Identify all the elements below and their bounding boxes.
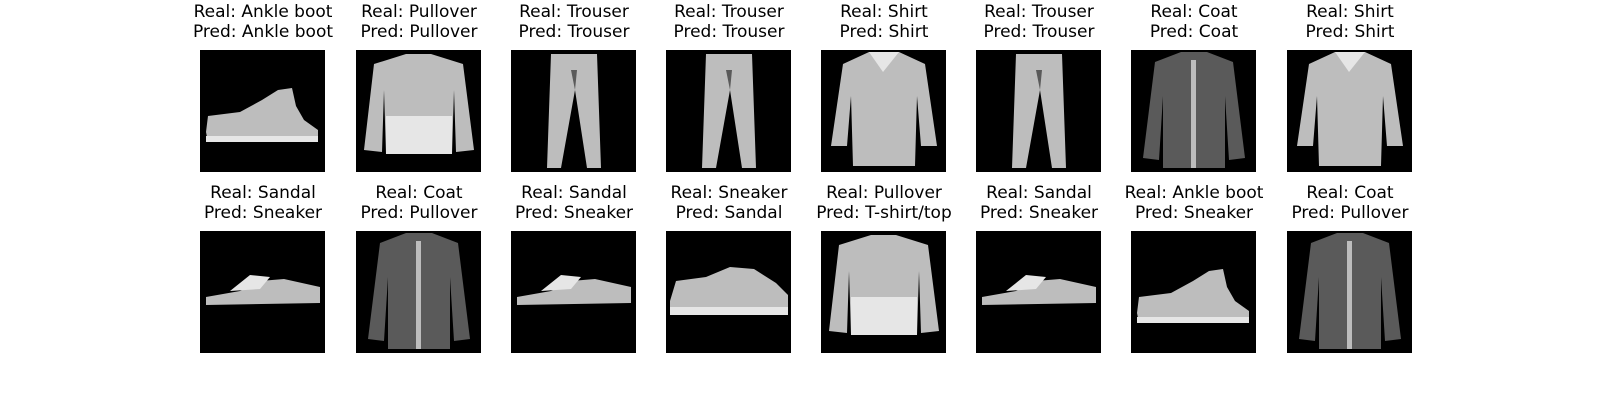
sandal-icon bbox=[982, 275, 1096, 305]
prediction-panel: Real: Ankle boot Pred: Sneaker bbox=[1124, 183, 1264, 363]
real-label: Real: Coat bbox=[1150, 2, 1238, 22]
ankle-boot-icon bbox=[1137, 269, 1249, 323]
sample-thumbnail bbox=[511, 231, 636, 353]
sneaker-icon bbox=[670, 267, 788, 315]
real-label: Real: Sandal bbox=[210, 183, 316, 203]
real-label: Real: Coat bbox=[375, 183, 463, 203]
sample-thumbnail bbox=[666, 50, 791, 172]
prediction-panel: Real: Shirt Pred: Shirt bbox=[1280, 2, 1420, 182]
sample-thumbnail bbox=[1131, 50, 1256, 172]
pred-label: Pred: Shirt bbox=[839, 22, 929, 42]
panel-caption: Real: Coat Pred: Coat bbox=[1104, 2, 1284, 46]
sample-thumbnail bbox=[666, 231, 791, 353]
panel-caption: Real: Coat Pred: Pullover bbox=[1260, 183, 1440, 227]
prediction-panel: Real: Coat Pred: Coat bbox=[1124, 2, 1264, 182]
real-label: Real: Sneaker bbox=[670, 183, 788, 203]
real-label: Real: Sandal bbox=[521, 183, 627, 203]
coat-icon bbox=[1299, 233, 1401, 349]
prediction-panel: Real: Ankle boot Pred: Ankle boot bbox=[193, 2, 333, 182]
prediction-panel: Real: Sandal Pred: Sneaker bbox=[193, 183, 333, 363]
real-label: Real: Shirt bbox=[840, 2, 928, 22]
panel-caption: Real: Sneaker Pred: Sandal bbox=[639, 183, 819, 227]
sample-thumbnail bbox=[1287, 231, 1412, 353]
pred-label: Pred: Sneaker bbox=[979, 203, 1099, 223]
panel-caption: Real: Trouser Pred: Trouser bbox=[949, 2, 1129, 46]
pred-label: Pred: Pullover bbox=[360, 203, 478, 223]
real-label: Real: Trouser bbox=[519, 2, 629, 22]
pred-label: Pred: Sneaker bbox=[1134, 203, 1254, 223]
pred-label: Pred: Shirt bbox=[1305, 22, 1395, 42]
sample-thumbnail bbox=[356, 231, 481, 353]
real-label: Real: Ankle boot bbox=[193, 2, 333, 22]
sample-thumbnail bbox=[1131, 231, 1256, 353]
pullover-icon bbox=[364, 54, 474, 154]
prediction-panel: Real: Sandal Pred: Sneaker bbox=[969, 183, 1109, 363]
real-label: Real: Sandal bbox=[986, 183, 1092, 203]
prediction-panel: Real: Coat Pred: Pullover bbox=[1280, 183, 1420, 363]
coat-icon bbox=[1143, 52, 1245, 168]
real-label: Real: Pullover bbox=[361, 2, 477, 22]
coat-icon bbox=[368, 233, 470, 349]
sample-thumbnail bbox=[1287, 50, 1412, 172]
panel-caption: Real: Pullover Pred: T-shirt/top bbox=[794, 183, 974, 227]
prediction-panel: Real: Shirt Pred: Shirt bbox=[814, 2, 954, 182]
real-label: Real: Coat bbox=[1306, 183, 1394, 203]
real-label: Real: Ankle boot bbox=[1124, 183, 1264, 203]
panel-caption: Real: Ankle boot Pred: Ankle boot bbox=[173, 2, 353, 46]
pred-label: Pred: Trouser bbox=[673, 22, 785, 42]
sample-thumbnail bbox=[976, 50, 1101, 172]
panel-caption: Real: Pullover Pred: Pullover bbox=[329, 2, 509, 46]
real-label: Real: Trouser bbox=[674, 2, 784, 22]
panel-caption: Real: Coat Pred: Pullover bbox=[329, 183, 509, 227]
sample-thumbnail bbox=[821, 231, 946, 353]
prediction-panel: Real: Trouser Pred: Trouser bbox=[504, 2, 644, 182]
sample-thumbnail bbox=[200, 50, 325, 172]
sandal-icon bbox=[206, 275, 320, 305]
sample-thumbnail bbox=[821, 50, 946, 172]
sample-thumbnail bbox=[976, 231, 1101, 353]
prediction-panel: Real: Trouser Pred: Trouser bbox=[969, 2, 1109, 182]
shirt-icon bbox=[831, 52, 937, 166]
panel-caption: Real: Ankle boot Pred: Sneaker bbox=[1104, 183, 1284, 227]
pred-label: Pred: Coat bbox=[1149, 22, 1239, 42]
panel-caption: Real: Sandal Pred: Sneaker bbox=[173, 183, 353, 227]
sample-thumbnail bbox=[356, 50, 481, 172]
prediction-panel: Real: Coat Pred: Pullover bbox=[349, 183, 489, 363]
prediction-panel: Real: Sandal Pred: Sneaker bbox=[504, 183, 644, 363]
sandal-icon bbox=[517, 275, 631, 305]
pred-label: Pred: Sneaker bbox=[514, 203, 634, 223]
real-label: Real: Trouser bbox=[984, 2, 1094, 22]
panel-caption: Real: Shirt Pred: Shirt bbox=[794, 2, 974, 46]
prediction-panel: Real: Pullover Pred: Pullover bbox=[349, 2, 489, 182]
trouser-icon bbox=[1012, 54, 1066, 168]
ankle-boot-icon bbox=[206, 88, 318, 142]
panel-caption: Real: Trouser Pred: Trouser bbox=[639, 2, 819, 46]
panel-caption: Real: Sandal Pred: Sneaker bbox=[949, 183, 1129, 227]
prediction-panel: Real: Sneaker Pred: Sandal bbox=[659, 183, 799, 363]
pred-label: Pred: Sneaker bbox=[203, 203, 323, 223]
pred-label: Pred: Sandal bbox=[675, 203, 783, 223]
real-label: Real: Pullover bbox=[826, 183, 942, 203]
panel-caption: Real: Shirt Pred: Shirt bbox=[1260, 2, 1440, 46]
pred-label: Pred: Pullover bbox=[360, 22, 478, 42]
prediction-panel: Real: Pullover Pred: T-shirt/top bbox=[814, 183, 954, 363]
pred-label: Pred: Trouser bbox=[518, 22, 630, 42]
pred-label: Pred: Ankle boot bbox=[192, 22, 334, 42]
shirt-icon bbox=[1297, 52, 1403, 166]
real-label: Real: Shirt bbox=[1306, 2, 1394, 22]
panel-caption: Real: Trouser Pred: Trouser bbox=[484, 2, 664, 46]
prediction-panel: Real: Trouser Pred: Trouser bbox=[659, 2, 799, 182]
trouser-icon bbox=[547, 54, 601, 168]
pullover-icon bbox=[829, 235, 939, 335]
pred-label: Pred: Trouser bbox=[983, 22, 1095, 42]
pred-label: Pred: Pullover bbox=[1291, 203, 1409, 223]
trouser-icon bbox=[702, 54, 756, 168]
panel-caption: Real: Sandal Pred: Sneaker bbox=[484, 183, 664, 227]
sample-thumbnail bbox=[511, 50, 636, 172]
pred-label: Pred: T-shirt/top bbox=[816, 203, 952, 223]
sample-thumbnail bbox=[200, 231, 325, 353]
